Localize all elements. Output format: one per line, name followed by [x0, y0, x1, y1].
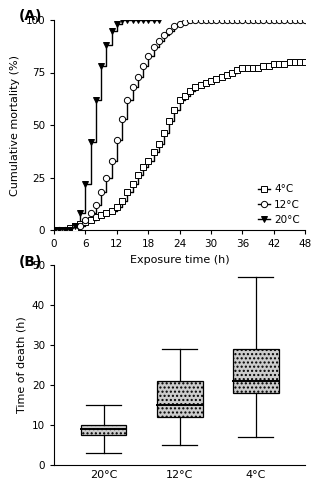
Bar	[233, 349, 279, 393]
Text: (A): (A)	[19, 10, 42, 24]
Bar	[157, 381, 203, 417]
Text: (B): (B)	[19, 255, 42, 269]
X-axis label: Exposure time (h): Exposure time (h)	[130, 254, 230, 264]
Legend: 4°C, 12°C, 20°C: 4°C, 12°C, 20°C	[258, 184, 300, 225]
Bar	[81, 425, 126, 435]
Y-axis label: Time of death (h): Time of death (h)	[16, 316, 26, 414]
Y-axis label: Cumulative mortality (%): Cumulative mortality (%)	[10, 54, 20, 196]
